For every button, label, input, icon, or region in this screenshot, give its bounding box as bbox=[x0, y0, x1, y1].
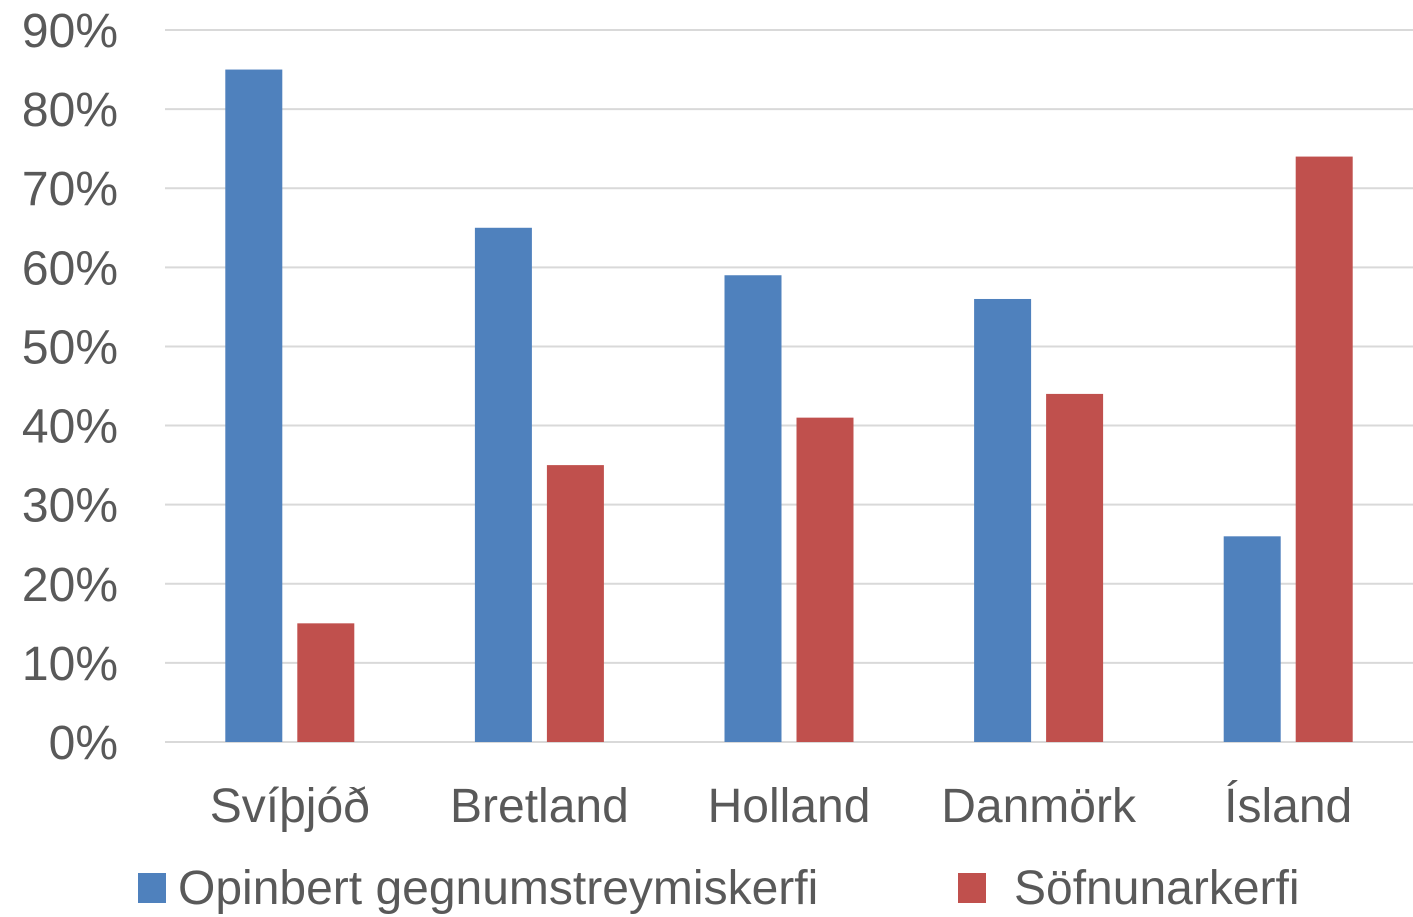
x-category-label: Ísland bbox=[1224, 780, 1352, 833]
y-tick-label: 40% bbox=[22, 401, 118, 454]
x-category-label: Holland bbox=[708, 780, 871, 833]
bar-series1-0 bbox=[225, 69, 283, 743]
legend-swatch-2 bbox=[958, 873, 986, 903]
gridlines bbox=[165, 29, 1413, 743]
x-axis-category-labels: Svíþjóð Bretland Holland Danmörk Ísland bbox=[210, 780, 1353, 833]
x-category-label: Bretland bbox=[450, 780, 629, 833]
y-tick-label: 50% bbox=[22, 321, 118, 374]
bar-series1-3 bbox=[974, 298, 1032, 742]
y-tick-label: 80% bbox=[22, 84, 118, 137]
bar-series1-4 bbox=[1223, 536, 1281, 742]
bar-series2-4 bbox=[1295, 156, 1353, 743]
y-tick-label: 10% bbox=[22, 638, 118, 691]
bar-series2-0 bbox=[297, 623, 355, 742]
bar-series2-3 bbox=[1046, 393, 1104, 742]
legend-label-1: Opinbert gegnumstreymiskerfi bbox=[178, 862, 818, 915]
bar-series1-2 bbox=[724, 275, 782, 742]
bars bbox=[225, 69, 1353, 743]
y-tick-label: 70% bbox=[22, 163, 118, 216]
legend: Opinbert gegnumstreymiskerfi Söfnunarkerf… bbox=[138, 862, 1300, 915]
y-tick-label: 60% bbox=[22, 242, 118, 295]
y-tick-label: 20% bbox=[22, 559, 118, 612]
legend-swatch-1 bbox=[138, 873, 166, 903]
bar-series2-2 bbox=[796, 417, 854, 742]
y-tick-label: 0% bbox=[49, 717, 118, 770]
x-category-label: Danmörk bbox=[941, 780, 1137, 833]
x-category-label: Svíþjóð bbox=[210, 780, 370, 833]
y-tick-label: 30% bbox=[22, 480, 118, 533]
y-tick-label: 90% bbox=[22, 5, 118, 58]
legend-label-2: Söfnunarkerfi bbox=[1014, 862, 1300, 915]
bar-series1-1 bbox=[474, 227, 532, 742]
bar-series2-1 bbox=[546, 465, 604, 742]
y-axis-tick-labels: 0% 10% 20% 30% 40% 50% 60% 70% 80% 90% bbox=[22, 5, 118, 770]
